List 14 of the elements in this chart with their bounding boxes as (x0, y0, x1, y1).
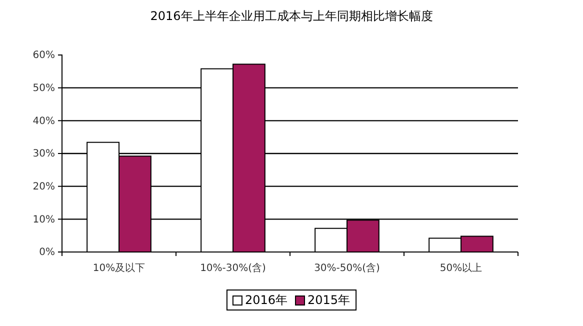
y-tick-label: 10% (32, 214, 55, 226)
x-tick-label: 10%-30%(含) (200, 262, 266, 274)
chart-title: 2016年上半年企业用工成本与上年同期相比增长幅度 (150, 9, 433, 23)
x-tick-label: 30%-50%(含) (314, 262, 380, 274)
y-tick-label: 50% (32, 83, 55, 94)
y-tick-label: 0% (39, 247, 55, 258)
x-tick-label: 50%以上 (440, 262, 482, 274)
y-tick-label: 60% (32, 50, 55, 62)
legend-label: 2016年 (244, 293, 288, 307)
y-tick-label: 20% (32, 182, 55, 193)
x-tick-label: 10%及以下 (92, 262, 146, 274)
y-tick-label: 40% (32, 116, 55, 127)
y-tick-label: 30% (32, 148, 55, 160)
legend-label: 2015年 (308, 293, 350, 307)
